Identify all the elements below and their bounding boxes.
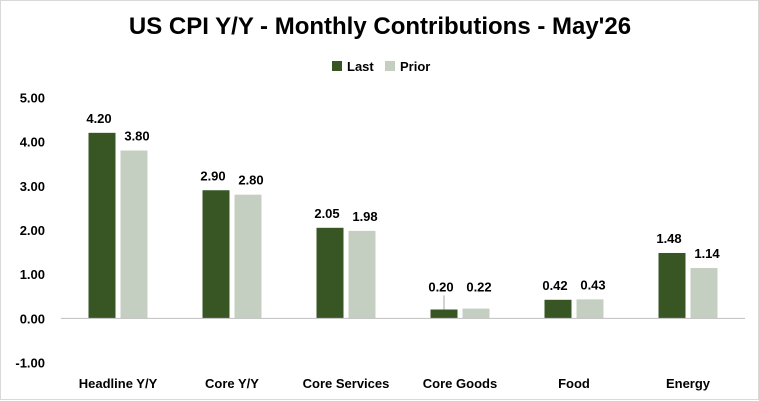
legend-swatch-prior: [385, 61, 395, 71]
bar-last: [88, 132, 116, 319]
x-category-label: Core Services: [303, 376, 390, 391]
legend: Last Prior: [332, 59, 430, 74]
y-tick-label: 3.00: [20, 179, 45, 194]
y-tick-label: -1.00: [15, 356, 45, 371]
data-label-prior: 3.80: [124, 129, 149, 144]
bar-last: [544, 299, 572, 319]
data-label-last: 0.42: [542, 278, 567, 293]
legend-label-prior: Prior: [400, 59, 430, 74]
y-tick-label: 2.00: [20, 223, 45, 238]
data-label-last: 0.20: [428, 279, 453, 294]
bar-prior: [462, 308, 490, 319]
bars: [88, 132, 718, 319]
legend-label-last: Last: [347, 59, 374, 74]
data-label-prior: 1.98: [352, 209, 377, 224]
data-label-last: 2.90: [200, 168, 225, 183]
y-tick-label: 1.00: [20, 267, 45, 282]
data-label-prior: 0.22: [466, 279, 491, 294]
data-label-last: 1.48: [656, 231, 681, 246]
x-category-label: Headline Y/Y: [79, 376, 158, 391]
bar-prior: [120, 150, 148, 319]
chart-title: US CPI Y/Y - Monthly Contributions - May…: [129, 13, 631, 40]
bar-prior: [234, 194, 262, 319]
x-category-label: Core Goods: [423, 376, 497, 391]
legend-swatch-last: [332, 61, 342, 71]
x-category-label: Core Y/Y: [205, 376, 259, 391]
bar-last: [316, 227, 344, 319]
x-category-label: Energy: [666, 376, 711, 391]
data-labels: 4.20 3.80 2.90 2.80 2.05 1.98 0.20 0.22 0.42 0.43…: [86, 111, 720, 295]
data-label-last: 4.20: [86, 111, 111, 126]
bar-prior: [348, 230, 376, 319]
bar-prior: [576, 299, 604, 319]
y-tick-label: 4.00: [20, 135, 45, 150]
y-tick-label: 5.00: [20, 91, 45, 106]
y-tick-label: 0.00: [20, 311, 45, 326]
bar-last: [658, 252, 686, 319]
data-label-last: 2.05: [314, 206, 339, 221]
bar-last: [202, 190, 230, 319]
data-label-prior: 0.43: [580, 277, 605, 292]
data-label-prior: 1.14: [694, 246, 720, 261]
x-category-label: Food: [558, 376, 590, 391]
bar-last: [430, 309, 458, 319]
bar-prior: [690, 267, 718, 319]
data-label-prior: 2.80: [238, 173, 263, 188]
y-axis: 5.00 4.00 3.00 2.00 1.00 0.00 -1.00: [15, 91, 45, 371]
x-axis: Headline Y/Y Core Y/Y Core Services Core Go…: [61, 317, 745, 391]
